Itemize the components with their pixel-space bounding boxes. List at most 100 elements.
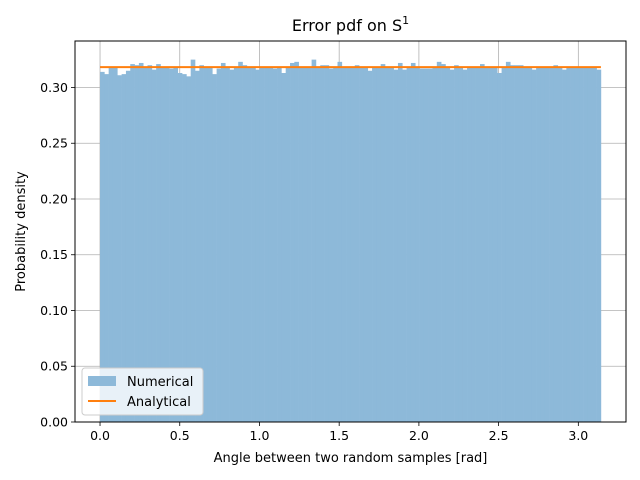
histogram-bar — [449, 69, 455, 423]
histogram-bar — [147, 65, 153, 422]
histogram-bar — [570, 67, 576, 422]
histogram-bar — [514, 65, 520, 422]
histogram-bar — [160, 67, 166, 422]
histogram-bar — [492, 67, 498, 422]
histogram-bar — [596, 69, 602, 423]
histogram-bar — [462, 69, 468, 423]
histogram-bar — [397, 62, 403, 422]
histogram-bar — [272, 68, 278, 422]
histogram-bar — [121, 74, 127, 422]
x-tick-label: 2.0 — [409, 428, 429, 443]
histogram-bar — [130, 64, 135, 422]
histogram-bar — [125, 70, 131, 423]
histogram-bar — [311, 59, 317, 422]
histogram-bar — [138, 62, 144, 422]
histogram-bar — [302, 67, 308, 422]
legend-label-analytical: Analytical — [127, 395, 191, 410]
y-tick-label: 0.00 — [40, 415, 68, 430]
histogram-bar — [436, 61, 442, 423]
histogram-bar — [238, 61, 243, 423]
x-tick-label: 2.5 — [489, 428, 509, 443]
histogram-bar — [432, 67, 438, 422]
y-tick-label: 0.30 — [40, 80, 68, 95]
histogram-bar — [380, 64, 386, 422]
histogram-bar — [320, 65, 325, 422]
histogram-bar — [277, 67, 282, 422]
x-tick-label: 1.0 — [250, 428, 270, 443]
histogram-bar — [117, 75, 122, 423]
histogram-bar — [112, 67, 118, 422]
histogram-bar — [367, 70, 373, 423]
histogram-bar — [587, 67, 593, 422]
histogram-bar — [164, 67, 170, 422]
legend: Numerical Analytical — [81, 367, 204, 416]
histogram-bar — [454, 65, 459, 422]
histogram-bar — [484, 67, 489, 422]
histogram-bar — [458, 67, 464, 422]
histogram-bar — [104, 74, 109, 422]
histogram-bar — [505, 61, 511, 423]
histogram-bar — [415, 67, 420, 422]
y-tick-label: 0.05 — [40, 359, 68, 374]
x-tick-label: 0.5 — [170, 428, 190, 443]
histogram-bar — [169, 68, 174, 422]
histogram-bar — [207, 67, 213, 422]
histogram-bar — [518, 65, 524, 422]
histogram-bars — [100, 59, 602, 423]
x-tick-label: 3.0 — [568, 428, 588, 443]
histogram-bar — [562, 69, 567, 423]
histogram-bar — [480, 64, 485, 422]
histogram-bar — [203, 67, 209, 422]
histogram-bar — [566, 67, 571, 422]
histogram-bar — [251, 67, 256, 422]
histogram-bar — [583, 67, 589, 422]
histogram-bar — [182, 74, 187, 422]
histogram-bar — [471, 67, 476, 422]
histogram-bar — [467, 67, 472, 422]
x-tick-label: 0.0 — [90, 428, 110, 443]
histogram-bar — [134, 65, 140, 422]
histogram-bar — [419, 68, 425, 422]
histogram-bar — [255, 69, 261, 423]
histogram-bar — [527, 67, 533, 422]
histogram-bar — [315, 67, 321, 422]
x-axis-label: Angle between two random samples [rad] — [214, 451, 488, 466]
histogram-bar — [385, 67, 390, 422]
histogram-bar — [579, 67, 584, 422]
histogram-bar — [341, 67, 347, 422]
histogram-bar — [445, 67, 451, 422]
histogram-bar — [350, 67, 356, 422]
histogram-bar — [156, 64, 161, 422]
histogram-bar — [212, 74, 217, 422]
histogram-bar — [574, 67, 580, 422]
histogram-bar — [549, 67, 554, 422]
histogram-bar — [186, 76, 192, 422]
histogram-bar — [285, 67, 291, 422]
histogram-bar — [510, 65, 515, 422]
y-axis-label: Probability density — [14, 171, 29, 292]
histogram-bar — [488, 67, 494, 422]
histogram-bar — [441, 64, 446, 422]
legend-swatch-numerical — [88, 376, 116, 386]
histogram-bar — [428, 68, 433, 422]
histogram-bar — [220, 62, 226, 422]
histogram-bar — [151, 69, 157, 423]
histogram-bar — [328, 68, 334, 422]
histogram-bar — [195, 70, 200, 423]
histogram-bar — [540, 67, 546, 422]
x-tick-label: 1.5 — [329, 428, 349, 443]
histogram-bar — [523, 67, 528, 422]
histogram-bar — [242, 65, 248, 422]
histogram-bar — [544, 67, 550, 422]
y-tick-label: 0.25 — [40, 136, 68, 151]
histogram-bar — [225, 67, 230, 422]
histogram-bar — [199, 65, 204, 422]
histogram-bar — [259, 67, 265, 422]
histogram-bar — [402, 69, 407, 423]
histogram-bar — [100, 71, 105, 422]
histogram-bar — [393, 69, 399, 423]
histogram-bar — [376, 67, 381, 422]
legend-label-numerical: Numerical — [127, 375, 193, 390]
histogram-bar — [389, 67, 394, 422]
